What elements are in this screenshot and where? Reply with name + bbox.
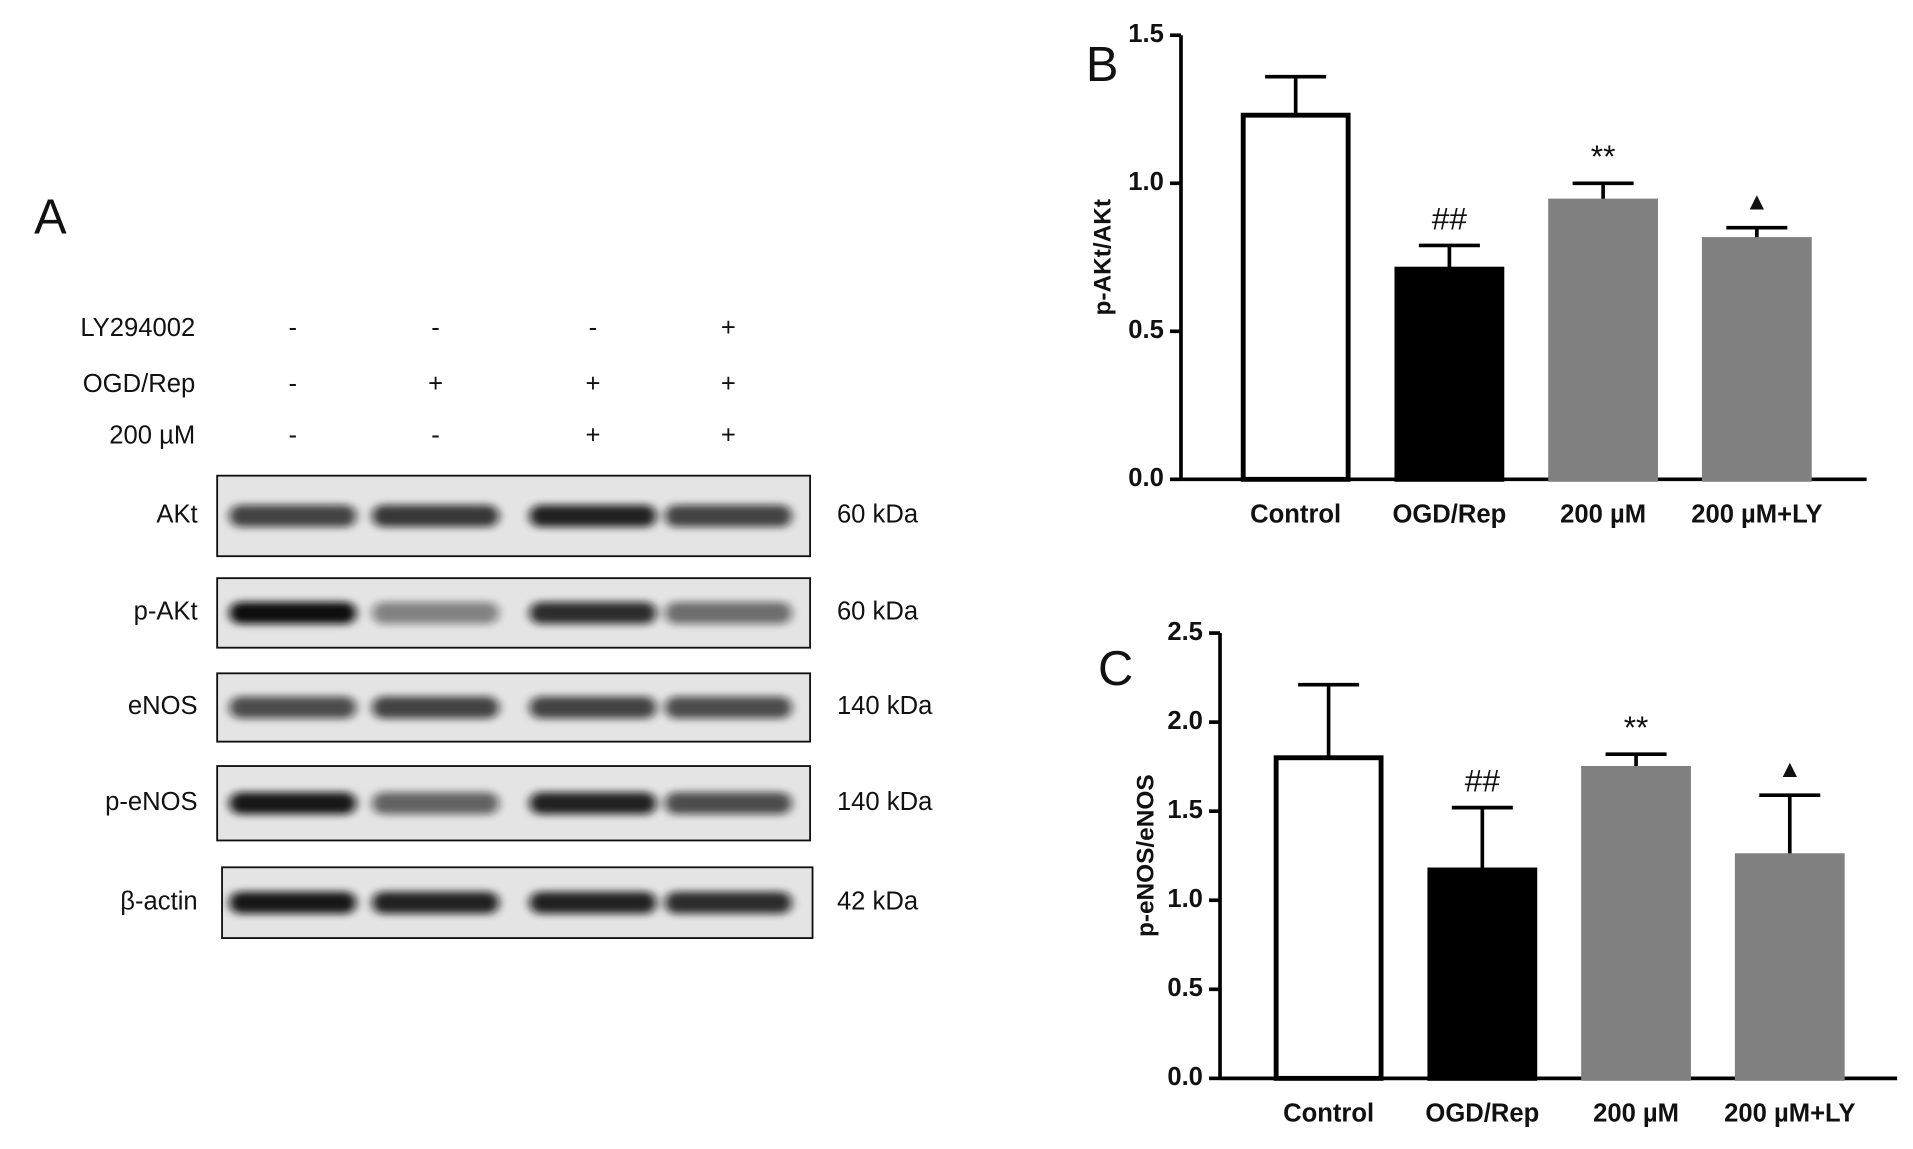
band-size: 60 kDa [837, 598, 919, 626]
panel-label: A [34, 191, 67, 245]
y-tick-label: 0.0 [1128, 464, 1164, 492]
panel-label: B [1086, 38, 1119, 92]
treatment-mark: + [721, 370, 736, 398]
band-label: eNOS [128, 692, 198, 720]
bar [1394, 266, 1505, 482]
blot-band [229, 696, 357, 719]
band-label: p-eNOS [105, 788, 198, 816]
blot-band [529, 601, 657, 624]
treatment-mark: + [585, 370, 600, 398]
x-tick-label: Control [1283, 1100, 1374, 1128]
blot-band [664, 601, 792, 624]
blot-band [529, 504, 657, 527]
band-label: β-actin [120, 887, 197, 915]
annotation: ## [1432, 200, 1468, 236]
blot-band [372, 601, 499, 624]
treatment-mark: + [721, 421, 736, 449]
band-size: 140 kDa [837, 692, 933, 720]
annotation: ▲ [1778, 756, 1802, 783]
blot-band [529, 891, 657, 914]
band-label: AKt [156, 501, 197, 529]
treatment-label: OGD/Rep [83, 370, 195, 398]
blot-band [372, 792, 499, 815]
band-size: 60 kDa [837, 501, 919, 529]
blot-band [664, 504, 792, 527]
bar [1427, 867, 1538, 1081]
blot-band [372, 696, 499, 719]
treatment-mark: + [721, 314, 736, 342]
bar [1240, 112, 1351, 482]
bar [1548, 198, 1659, 482]
treatment-mark: + [428, 370, 443, 398]
x-tick-label: 200 µM [1593, 1100, 1679, 1128]
blot-band [229, 601, 357, 624]
treatment-label: 200 µM [109, 421, 195, 449]
x-tick-label: OGD/Rep [1425, 1100, 1539, 1128]
annotation: ▲ [1745, 189, 1769, 216]
treatment-mark: - [431, 314, 440, 342]
blot-band [529, 792, 657, 815]
panel-label: C [1098, 642, 1133, 696]
x-tick-label: 200 µM+LY [1691, 501, 1822, 529]
treatment-label: LY294002 [80, 314, 195, 342]
x-tick-label: Control [1250, 501, 1341, 529]
blot-band [229, 891, 357, 914]
blot-band [664, 792, 792, 815]
treatment-mark: + [585, 421, 600, 449]
band-size: 140 kDa [837, 788, 933, 816]
blot-band [372, 504, 499, 527]
y-tick-label: 1.0 [1128, 168, 1164, 196]
y-tick-label: 0.0 [1167, 1063, 1203, 1091]
y-tick-label: 2.5 [1167, 618, 1203, 646]
blot-band [664, 696, 792, 719]
band-size: 42 kDa [837, 887, 919, 915]
y-tick-label: 1.0 [1167, 885, 1203, 913]
x-tick-label: 200 µM+LY [1724, 1100, 1855, 1128]
blot-band [664, 891, 792, 914]
blot-band [529, 696, 657, 719]
y-axis-title: p-AKt/AKt [1090, 199, 1117, 315]
bar [1734, 853, 1845, 1081]
blot-band [229, 792, 357, 815]
treatment-mark: - [289, 421, 298, 449]
x-tick-label: OGD/Rep [1392, 501, 1506, 529]
bar [1701, 237, 1812, 482]
bar [1581, 765, 1691, 1081]
blot-band [372, 891, 499, 914]
treatment-mark: - [431, 421, 440, 449]
annotation: ** [1591, 138, 1616, 174]
annotation: ## [1465, 763, 1501, 799]
y-tick-label: 0.5 [1128, 316, 1164, 344]
x-tick-label: 200 µM [1560, 501, 1646, 529]
y-tick-label: 1.5 [1128, 20, 1164, 48]
band-label: p-AKt [134, 598, 198, 626]
treatment-mark: - [289, 314, 298, 342]
y-tick-label: 2.0 [1167, 707, 1203, 735]
annotation: ** [1624, 709, 1649, 745]
treatment-mark: - [589, 314, 598, 342]
y-tick-label: 0.5 [1167, 974, 1203, 1002]
y-tick-label: 1.5 [1167, 796, 1203, 824]
bar [1273, 755, 1384, 1081]
blot-band [229, 504, 357, 527]
treatment-mark: - [289, 370, 298, 398]
y-axis-title: p-eNOS/eNOS [1132, 774, 1159, 937]
